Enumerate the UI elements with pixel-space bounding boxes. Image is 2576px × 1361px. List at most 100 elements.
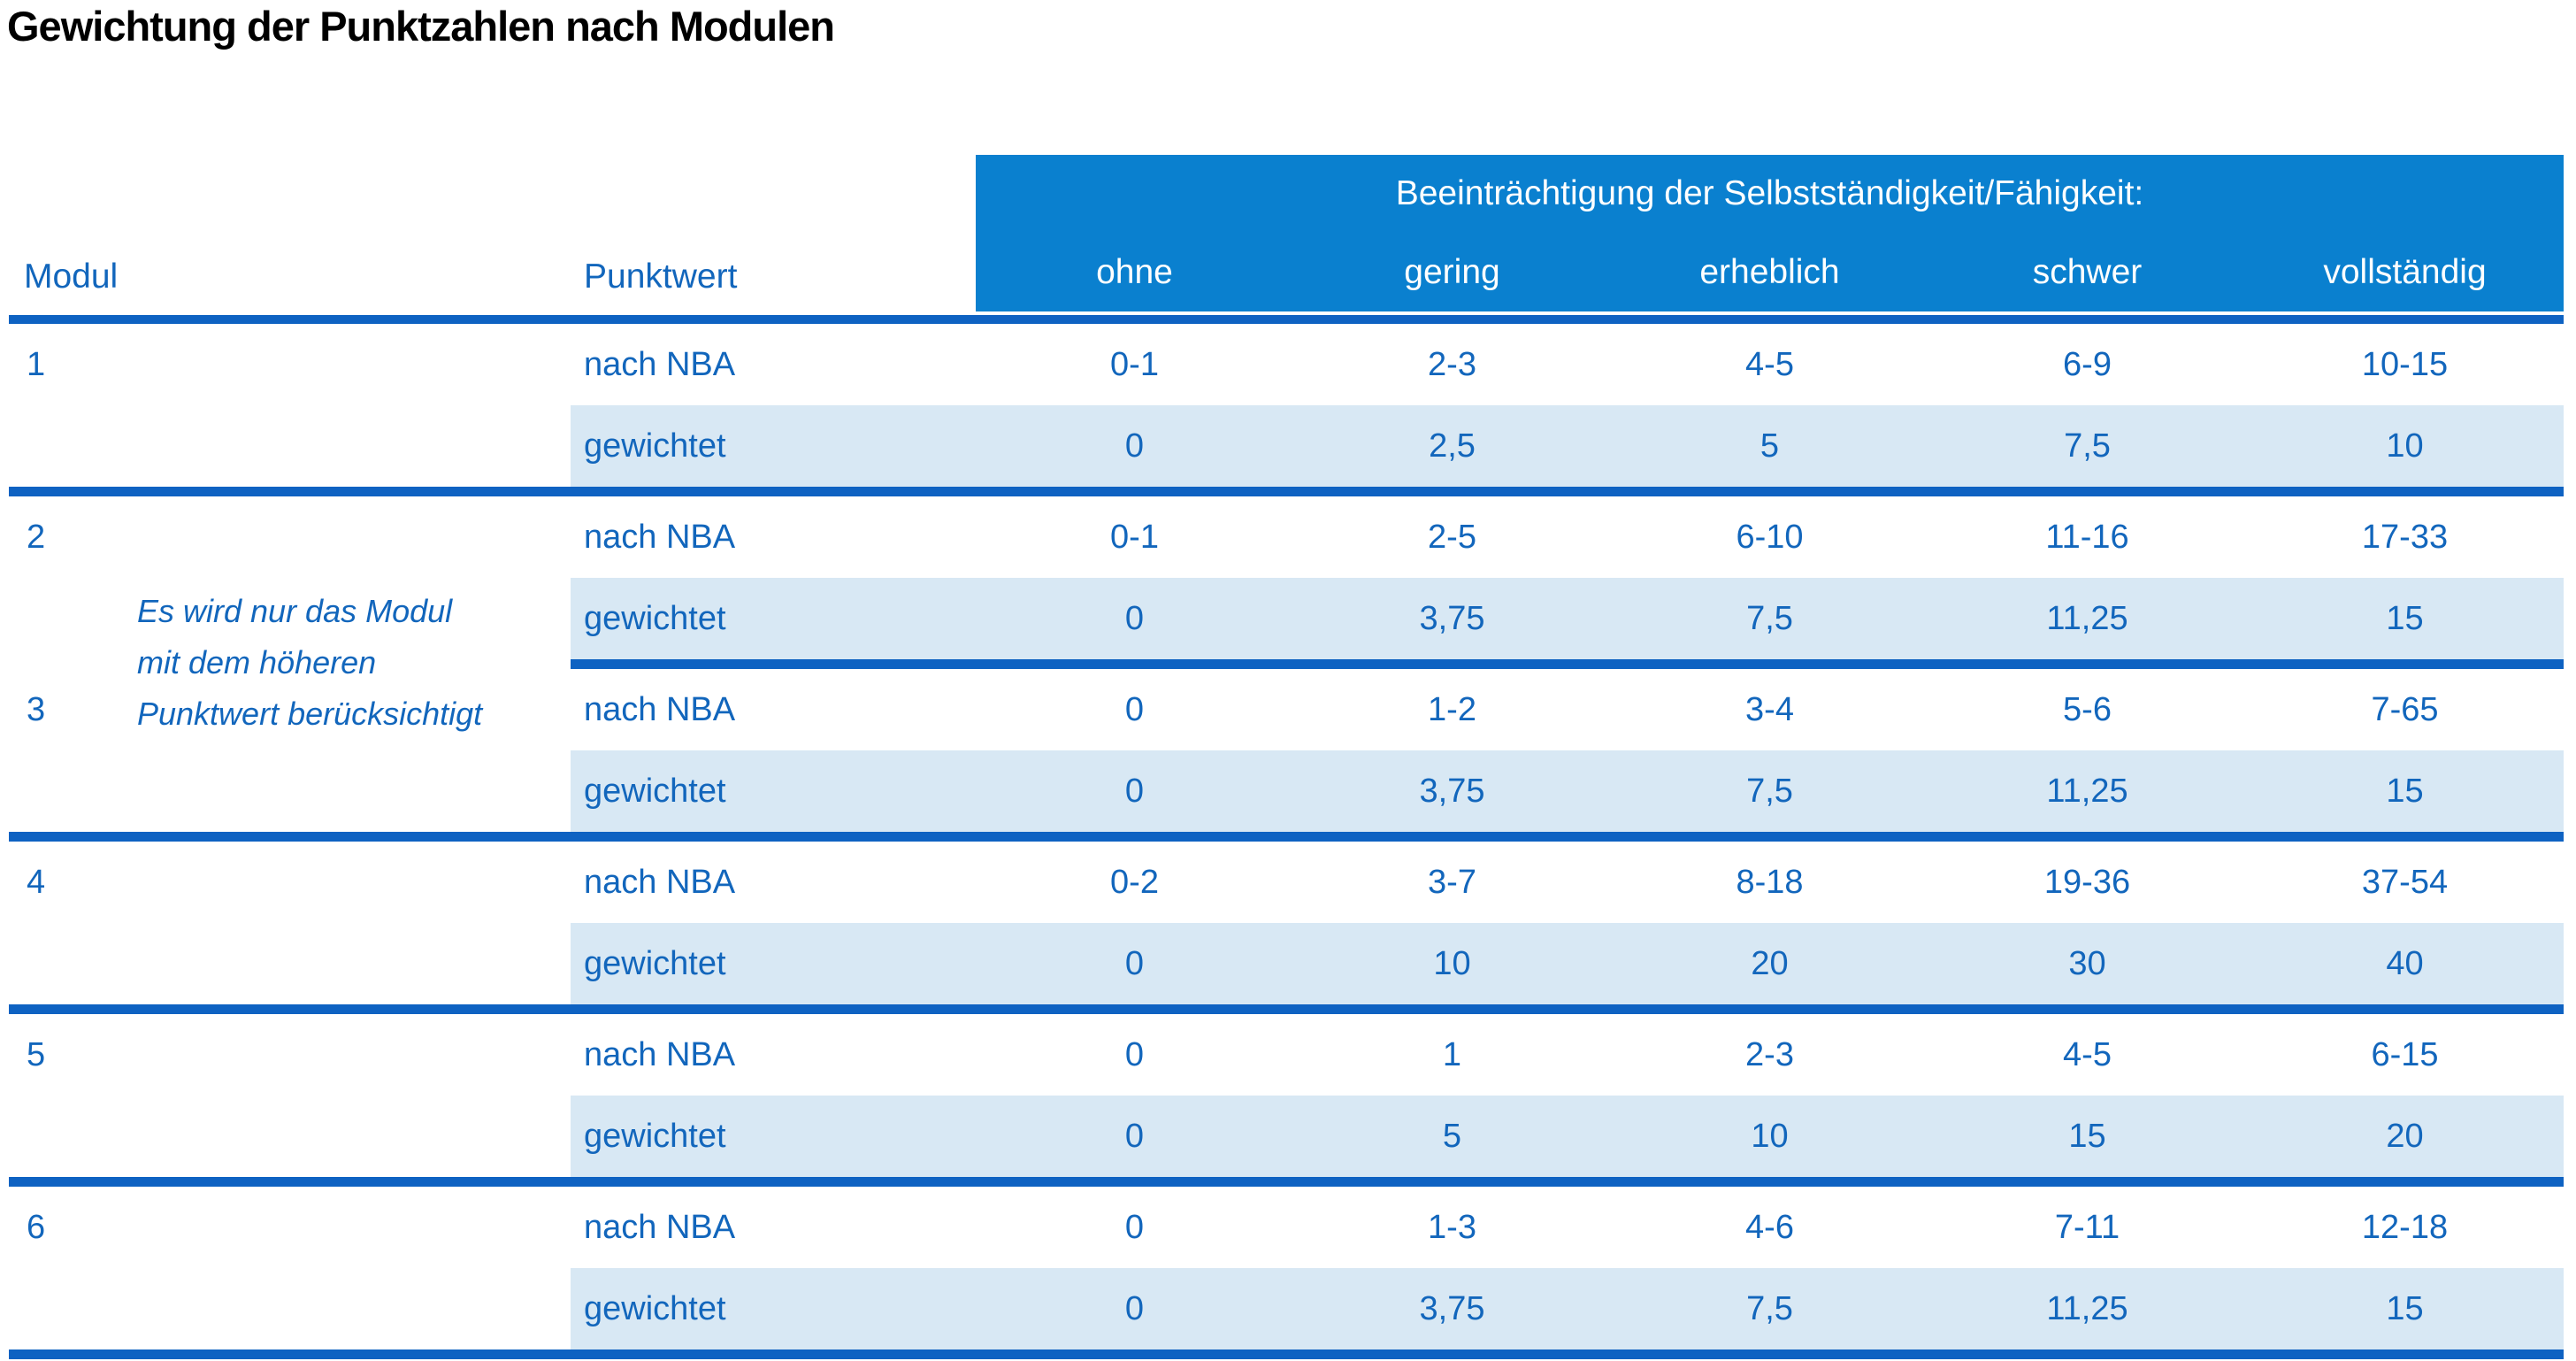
value-erheblich: 20 [1611, 923, 1928, 1004]
row-label-nach-nba: nach NBA [584, 346, 736, 383]
row-label-gewichtet: gewichtet [571, 405, 976, 487]
module-block: 2 nach NBA 0-1 2-5 6-10 11-16 17-33 gewi… [9, 496, 2564, 669]
nach-nba-row: 1 nach NBA 0-1 2-3 4-5 6-9 10-15 [9, 324, 2564, 405]
value-schwer: 5-6 [2063, 691, 2112, 728]
row-label-gewichtet: gewichtet [571, 578, 976, 659]
module-block: 3 nach NBA 0 1-2 3-4 5-6 7-65 gewichtet … [9, 669, 2564, 842]
module-separator-line [571, 659, 2564, 669]
value-ohne: 0-2 [1110, 864, 1159, 901]
module-block: 4 nach NBA 0-2 3-7 8-18 19-36 37-54 gewi… [9, 842, 2564, 1014]
value-vollstaendig: 7-65 [2371, 691, 2439, 728]
severity-col-gering: gering [1404, 253, 1500, 291]
impairment-header-label: Beeinträchtigung der Selbstständigkeit/F… [1395, 174, 2144, 212]
value-schwer: 7,5 [1928, 405, 2246, 487]
value-ohne: 0 [976, 923, 1293, 1004]
value-erheblich: 10 [1611, 1096, 1928, 1177]
value-gering: 1-3 [1428, 1209, 1476, 1246]
value-schwer: 11-16 [2045, 519, 2129, 556]
nach-nba-row: 5 nach NBA 0 1 2-3 4-5 6-15 [9, 1014, 2564, 1096]
value-gering: 2-5 [1428, 519, 1476, 556]
row-label-nach-nba: nach NBA [584, 691, 736, 728]
row-label-gewichtet: gewichtet [571, 1268, 976, 1349]
severity-col-vollstaendig: vollständig [2323, 253, 2487, 291]
value-vollstaendig: 15 [2246, 750, 2564, 832]
module-number: 4 [27, 864, 46, 901]
module-separator-line [9, 832, 2564, 842]
value-vollstaendig: 37-54 [2361, 864, 2449, 901]
value-gering: 1-2 [1428, 691, 1476, 728]
module-number: 3 [27, 691, 46, 728]
value-erheblich: 2-3 [1745, 1036, 1794, 1073]
module-separator-line [9, 487, 2564, 496]
module-separator-line [9, 1177, 2564, 1187]
gewichtet-row: gewichtet 0 2,5 5 7,5 10 [9, 405, 2564, 487]
gewichtet-row: gewichtet 0 10 20 30 40 [9, 923, 2564, 1004]
module-block: 6 nach NBA 0 1-3 4-6 7-11 12-18 gewichte… [9, 1187, 2564, 1359]
value-erheblich: 4-5 [1745, 346, 1794, 383]
module-number: 5 [27, 1036, 46, 1073]
severity-col-schwer: schwer [2032, 253, 2143, 291]
value-vollstaendig: 15 [2246, 578, 2564, 659]
value-gering: 3,75 [1293, 1268, 1611, 1349]
module-number-spacer [9, 1096, 571, 1177]
row-label-nach-nba: nach NBA [584, 1036, 736, 1073]
value-vollstaendig: 15 [2246, 1268, 2564, 1349]
value-erheblich: 3-4 [1745, 691, 1794, 728]
value-vollstaendig: 20 [2246, 1096, 2564, 1177]
nach-nba-row: 6 nach NBA 0 1-3 4-6 7-11 12-18 [9, 1187, 2564, 1268]
punktwert-column-header: Punktwert [584, 258, 738, 296]
value-erheblich: 8-18 [1736, 864, 1804, 901]
value-schwer: 4-5 [2063, 1036, 2112, 1073]
value-gering: 3-7 [1428, 864, 1476, 901]
gewichtet-row: gewichtet 0 3,75 7,5 11,25 15 [9, 578, 2564, 659]
value-gering: 3,75 [1293, 578, 1611, 659]
value-erheblich: 7,5 [1611, 578, 1928, 659]
nach-nba-row: 2 nach NBA 0-1 2-5 6-10 11-16 17-33 [9, 496, 2564, 578]
module-2-3-note: Es wird nur das Modul mit dem höheren Pu… [137, 593, 483, 732]
value-ohne: 0-1 [1110, 346, 1159, 383]
module-number: 6 [27, 1209, 46, 1246]
value-ohne: 0 [976, 750, 1293, 832]
severity-col-ohne: ohne [1096, 253, 1173, 291]
value-schwer: 15 [1928, 1096, 2246, 1177]
value-vollstaendig: 6-15 [2371, 1036, 2439, 1073]
value-schwer: 6-9 [2063, 346, 2112, 383]
value-gering: 2,5 [1293, 405, 1611, 487]
value-erheblich: 7,5 [1611, 1268, 1928, 1349]
row-label-nach-nba: nach NBA [584, 864, 736, 901]
nach-nba-row: 4 nach NBA 0-2 3-7 8-18 19-36 37-54 [9, 842, 2564, 923]
weighting-table-body: 1 nach NBA 0-1 2-3 4-5 6-9 10-15 gewicht… [9, 324, 2564, 1359]
module-block: 5 nach NBA 0 1 2-3 4-5 6-15 gewichtet 0 … [9, 1014, 2564, 1187]
value-ohne: 0 [976, 578, 1293, 659]
module-separator-line [9, 1004, 2564, 1014]
row-label-nach-nba: nach NBA [584, 519, 736, 556]
value-vollstaendig: 12-18 [2361, 1209, 2449, 1246]
value-schwer: 11,25 [1928, 578, 2246, 659]
value-gering: 3,75 [1293, 750, 1611, 832]
value-schwer: 11,25 [1928, 750, 2246, 832]
value-vollstaendig: 17-33 [2361, 519, 2449, 556]
value-ohne: 0 [1124, 1036, 1145, 1073]
impairment-header-box: Beeinträchtigung der Selbstständigkeit/F… [976, 155, 2564, 311]
module-number-spacer [9, 405, 571, 487]
module-block: 1 nach NBA 0-1 2-3 4-5 6-9 10-15 gewicht… [9, 324, 2564, 496]
severity-col-erheblich: erheblich [1699, 253, 1840, 291]
value-vollstaendig: 40 [2246, 923, 2564, 1004]
value-ohne: 0 [1124, 691, 1145, 728]
value-vollstaendig: 10-15 [2361, 346, 2449, 383]
value-ohne: 0 [1124, 1209, 1145, 1246]
module-number: 2 [27, 519, 46, 556]
value-gering: 10 [1293, 923, 1611, 1004]
value-ohne: 0 [976, 405, 1293, 487]
gewichtet-row: gewichtet 0 5 10 15 20 [9, 1096, 2564, 1177]
value-erheblich: 5 [1611, 405, 1928, 487]
module-number-spacer [9, 923, 571, 1004]
value-schwer: 11,25 [1928, 1268, 2246, 1349]
value-gering: 1 [1442, 1036, 1462, 1073]
row-label-gewichtet: gewichtet [571, 750, 976, 832]
value-erheblich: 4-6 [1745, 1209, 1794, 1246]
value-vollstaendig: 10 [2246, 405, 2564, 487]
value-schwer: 7-11 [2054, 1209, 2120, 1246]
header-separator-line [9, 315, 2564, 324]
